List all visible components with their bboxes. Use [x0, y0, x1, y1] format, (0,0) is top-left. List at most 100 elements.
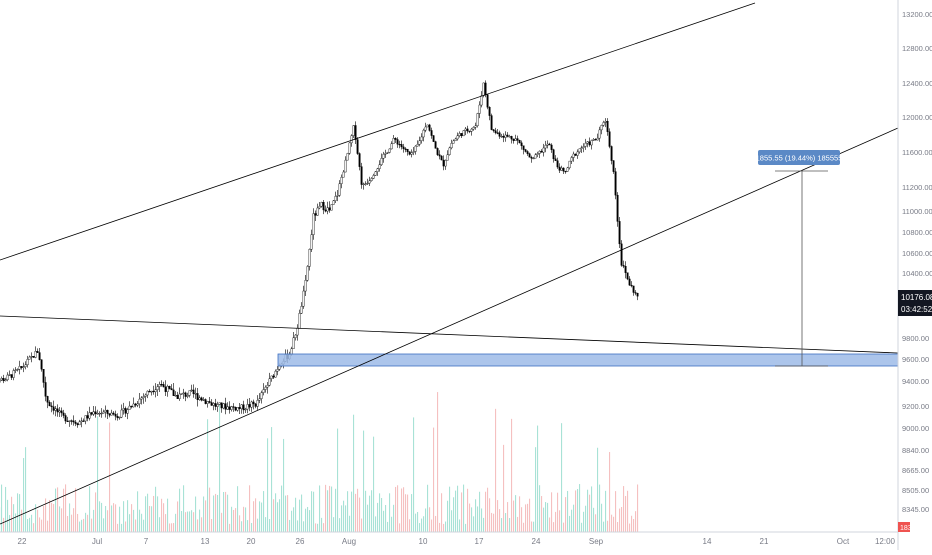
volume-bar	[247, 520, 248, 532]
volume-bar	[9, 515, 10, 532]
candle-body	[613, 161, 615, 172]
volume-bar	[483, 518, 484, 532]
x-tick-label: 21	[760, 537, 769, 546]
volume-bar	[529, 499, 530, 532]
volume-bar	[521, 507, 522, 532]
volume-bar	[185, 512, 186, 532]
volume-bar	[403, 487, 404, 532]
candle-body	[527, 152, 529, 154]
volume-bar	[415, 514, 416, 532]
candle-body	[89, 413, 91, 419]
candle-body	[485, 83, 487, 95]
x-tick-label: 20	[247, 537, 256, 546]
candle-body	[57, 409, 59, 412]
volume-bar	[425, 508, 426, 532]
candle-body	[309, 249, 311, 266]
volume-bar	[205, 500, 206, 532]
volume-bar	[89, 486, 90, 532]
candle-body	[107, 410, 109, 413]
candle-body	[469, 131, 471, 132]
volume-bar	[107, 510, 108, 532]
candle-body	[507, 135, 509, 136]
candle-body	[179, 394, 181, 399]
candle-body	[25, 365, 27, 367]
candle-body	[405, 149, 407, 150]
candle-body	[321, 202, 323, 206]
candle-body	[627, 273, 629, 279]
volume-bar	[321, 518, 322, 532]
candle-body	[563, 168, 565, 171]
volume-bar	[541, 496, 542, 532]
candle-body	[213, 403, 215, 405]
x-tick-label: Aug	[342, 537, 356, 546]
candle-body	[433, 136, 435, 142]
volume-bar	[69, 503, 70, 532]
volume-bar	[49, 500, 50, 532]
volume-bar	[197, 519, 198, 532]
candle-body	[377, 169, 379, 172]
candle-body	[113, 413, 115, 414]
candle-body	[525, 150, 527, 152]
candle-body	[607, 121, 609, 132]
volume-bar	[191, 510, 192, 532]
volume-bar	[115, 504, 116, 532]
volume-bar	[365, 491, 366, 532]
candle-body	[575, 154, 577, 155]
candle-body	[379, 165, 381, 169]
candle-body	[581, 148, 583, 149]
candle-body	[239, 407, 241, 408]
candle-body	[349, 143, 351, 153]
y-tick-label: 11600.00	[902, 148, 932, 157]
y-tick-label: 12400.00	[902, 79, 932, 88]
candle-body	[637, 293, 639, 296]
volume-bar	[513, 501, 514, 532]
candle-body	[337, 195, 339, 196]
candle-body	[93, 412, 95, 415]
volume-bar	[167, 499, 168, 532]
candle-body	[499, 133, 501, 137]
candle-body	[299, 313, 301, 328]
candle-body	[151, 391, 153, 392]
volume-bar	[155, 487, 156, 532]
volume-bar	[613, 517, 614, 532]
candle-body	[75, 422, 77, 424]
volume-bar	[473, 516, 474, 532]
candle-body	[565, 171, 567, 172]
volume-bar	[487, 488, 488, 532]
volume-bar	[83, 519, 84, 532]
candle-body	[367, 183, 369, 184]
volume-bar	[569, 516, 570, 532]
volume-bar	[97, 416, 98, 532]
candle-body	[591, 140, 593, 145]
volume-bar	[139, 510, 140, 532]
candle-body	[311, 235, 313, 250]
candle-body	[83, 421, 85, 422]
candle-body	[621, 244, 623, 266]
candle-body	[259, 399, 261, 401]
volume-bar	[273, 499, 274, 532]
candle-body	[481, 96, 483, 105]
candle-body	[211, 402, 213, 405]
volume-bar	[335, 489, 336, 532]
volume-bar	[315, 523, 316, 532]
y-axis[interactable]: 10176.08 03:42:52 183 13200.0012800.0012…	[898, 0, 932, 550]
volume-bar	[545, 502, 546, 532]
volume-bar	[201, 517, 202, 532]
volume-bar	[261, 503, 262, 532]
volume-bar	[637, 484, 638, 532]
volume-bar	[411, 494, 412, 532]
candle-body	[611, 146, 613, 160]
x-tick-label: Oct	[837, 537, 850, 546]
volume-bar	[397, 485, 398, 532]
current-price-badge: 10176.08 03:42:52	[898, 290, 932, 316]
volume-bar	[489, 498, 490, 532]
candle-body	[119, 417, 121, 418]
volume-bar	[363, 431, 364, 532]
candle-body	[573, 154, 575, 158]
volume-bar	[135, 519, 136, 532]
candle-body	[217, 404, 219, 406]
volume-bar	[39, 517, 40, 532]
volume-bar	[481, 508, 482, 532]
